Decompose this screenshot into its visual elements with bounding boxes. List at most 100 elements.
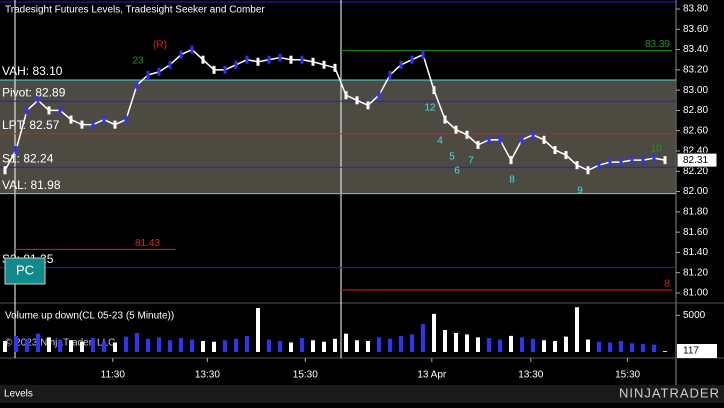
volume-current-box [677,344,717,358]
price-bar [575,161,579,170]
price-bar [509,156,513,165]
price-bar [311,57,315,66]
annotation: 12 [424,103,436,114]
plot: 81.00 81.20 81.40 81.60 81.80 82.00 82.20 82.40… [0,0,718,381]
level-label: VAH: 83.10 [2,64,63,78]
price-bar [399,60,403,69]
x-tick-label: 11:30 [101,370,126,381]
annotation: 10 [650,144,662,155]
volume-bar [245,335,249,352]
volume-bar [443,330,447,352]
short-level-label: 81.43 [135,238,160,249]
volume-bar [69,340,73,352]
price-bar [652,154,656,163]
x-tick-label: 15:30 [293,370,318,381]
price-bar [619,158,623,167]
volume-bar [135,332,139,352]
volume-bar [355,340,359,352]
price-bar [245,55,249,64]
volume-bar [333,338,337,352]
volume-bar [278,341,282,352]
price-bar [355,96,359,105]
price-bar [586,166,590,175]
y-tick-label: 83.20 [683,64,708,75]
price-bar [542,135,546,144]
price-bar [520,135,524,144]
footer-tab[interactable]: Levels [4,389,33,400]
annotation: 23 [132,56,144,67]
badge-label: PC [16,262,34,277]
volume-bar [36,333,40,352]
volume-bar [168,340,172,352]
price-bar [553,145,557,154]
price-bar [91,120,95,129]
y-tick-label: 82.80 [683,105,708,116]
price-bar [124,115,128,124]
level-label: VAL: 81.98 [2,178,61,192]
y-tick-label: 83.00 [683,85,708,96]
annotation: 8 [509,175,515,186]
price-bar [14,145,18,154]
y-tick-label: 82.00 [683,186,708,197]
price-bar [157,67,161,76]
volume-bar [399,335,403,352]
price-bar [102,115,106,124]
chart-title: Tradesight Futures Levels, Tradesight Se… [5,5,265,16]
volume-bar [608,342,612,352]
level-label: Pivot: 82.89 [2,85,66,99]
price-bar [58,106,62,115]
price-bar [69,115,73,124]
volume-bar [47,337,51,352]
price-bar [487,135,491,144]
volume-bar [14,335,18,352]
current-price-label: 82.31 [683,155,708,166]
price-bar [212,65,216,74]
price-bar [388,70,392,79]
price-bar [344,91,348,100]
volume-title: Volume up down(CL 05-23 (5 Minute)) [5,311,174,322]
price-bar [25,106,29,115]
volume-bar [124,336,128,352]
pc-badge[interactable] [4,257,46,285]
volume-bar [630,343,634,352]
volume-bar [421,324,425,352]
price-bar [443,115,447,124]
volume-bar [509,335,513,352]
price-bar [432,86,436,95]
y-tick-label: 81.00 [683,288,708,299]
level-label: LPT: 82.57 [2,118,60,132]
volume-bar [520,337,524,352]
x-tick-label: 13:30 [518,370,543,381]
price-bar [3,166,7,175]
volume-bar [663,351,667,352]
annotation: (R) [153,40,167,51]
short-level-label: 8 [664,279,670,290]
price-bar [663,156,667,165]
volume-bar [157,337,161,352]
volume-bar [575,307,579,352]
volume-bar [597,341,601,352]
price-bar [234,60,238,69]
y-tick-label: 82.20 [683,166,708,177]
y-tick-label: 82.60 [683,125,708,136]
volume-bar [542,340,546,352]
volume-bar [388,338,392,352]
brand: NINJATRADER [619,385,720,400]
volume-bar [553,341,557,352]
price-bar [377,91,381,100]
price-bar [300,55,304,64]
price-bar [630,156,634,165]
price-bar [333,63,337,72]
volume-bar [652,344,656,352]
price-bar [289,55,293,64]
price-bar [564,151,568,160]
volume-bar [146,338,150,352]
price-bar [135,81,139,90]
volume-bar [3,341,7,352]
volume-bar [113,342,117,352]
y-tick-label: 81.40 [683,247,708,258]
volume-bar [190,339,194,352]
volume-bar [289,342,293,352]
